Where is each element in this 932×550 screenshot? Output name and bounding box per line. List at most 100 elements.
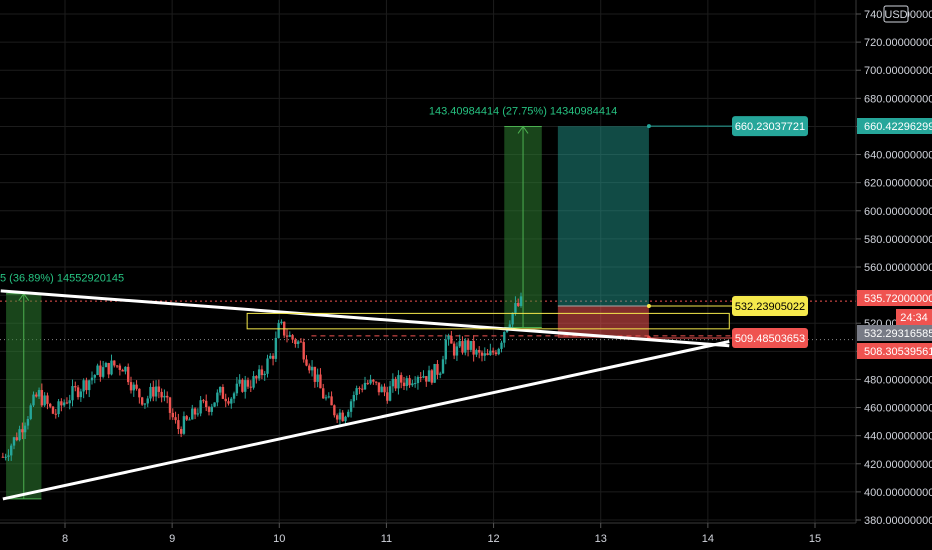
candle-body bbox=[372, 379, 375, 382]
candle-body bbox=[138, 388, 141, 398]
candle-body bbox=[260, 369, 264, 376]
candle-body bbox=[230, 398, 233, 404]
price-tag-bg bbox=[857, 325, 932, 341]
price-tag-bg bbox=[857, 343, 932, 359]
candle-body bbox=[511, 312, 514, 325]
candle-body bbox=[461, 341, 464, 353]
currency-badge-label: USD bbox=[884, 9, 907, 21]
candle-body bbox=[285, 335, 289, 337]
candle-body bbox=[271, 355, 275, 359]
price-axis-panel[interactable] bbox=[856, 0, 932, 550]
candle-body bbox=[177, 420, 180, 430]
candle-body bbox=[26, 418, 30, 426]
candle-body bbox=[349, 401, 353, 412]
candle-body bbox=[433, 364, 436, 383]
candle-body bbox=[207, 407, 211, 412]
position-entry-label: 532.23905022 bbox=[735, 301, 805, 313]
candle-body bbox=[455, 346, 459, 356]
candle-body bbox=[246, 380, 250, 387]
candle-body bbox=[163, 395, 166, 398]
candle-body bbox=[486, 353, 489, 356]
candle-body bbox=[104, 362, 108, 368]
candle-body bbox=[352, 395, 356, 402]
candle-body bbox=[127, 366, 130, 383]
y-tick-label: 580.00000000 bbox=[864, 234, 932, 246]
candle-body bbox=[366, 382, 369, 384]
price-tag-label: 508.30539561 bbox=[864, 346, 932, 358]
candle-body bbox=[386, 392, 389, 401]
range-box[interactable] bbox=[246, 312, 730, 330]
candle-body bbox=[452, 343, 456, 356]
y-tick-label: 460.00000000 bbox=[864, 403, 932, 415]
candle-body bbox=[113, 360, 116, 366]
support-range-box[interactable] bbox=[246, 312, 730, 330]
candle-body bbox=[79, 391, 83, 398]
candle-body bbox=[519, 296, 523, 306]
candle-body bbox=[32, 394, 35, 406]
candle-body bbox=[425, 376, 428, 382]
candle-body bbox=[466, 340, 470, 350]
candle-body bbox=[255, 376, 258, 379]
position-entry-label-bg bbox=[732, 296, 808, 317]
candle-body bbox=[118, 365, 122, 370]
candle-body bbox=[46, 395, 49, 404]
price-tag-label: 535.72000000 bbox=[864, 293, 932, 305]
candle-body bbox=[99, 365, 102, 377]
candle-body bbox=[157, 386, 161, 392]
candle-body bbox=[7, 455, 10, 457]
candle-body bbox=[464, 340, 467, 353]
candle-body bbox=[252, 376, 255, 388]
candle-body bbox=[294, 339, 297, 345]
candle-body bbox=[143, 403, 147, 405]
candle-body bbox=[355, 388, 358, 396]
candle-body bbox=[419, 377, 422, 379]
y-tick-label: 480.00000000 bbox=[864, 374, 932, 386]
candle-body bbox=[489, 350, 492, 356]
candle-body bbox=[88, 380, 91, 391]
candle-body bbox=[121, 369, 124, 372]
candle-body bbox=[185, 416, 188, 420]
y-tick-label: 640.00000000 bbox=[864, 150, 932, 162]
trendlines[interactable] bbox=[0, 289, 730, 501]
candle-body bbox=[35, 394, 38, 397]
candle-body bbox=[383, 386, 386, 393]
candle-body bbox=[218, 386, 222, 393]
candle-body bbox=[408, 378, 411, 386]
position-target-zone[interactable] bbox=[557, 126, 649, 307]
currency-badge[interactable]: USD bbox=[883, 5, 909, 23]
candle-body bbox=[514, 303, 517, 313]
candle-body bbox=[23, 425, 27, 433]
candle-body bbox=[377, 382, 381, 393]
candle-body bbox=[107, 362, 110, 375]
candle-body bbox=[202, 400, 205, 402]
candle-body bbox=[146, 398, 149, 404]
candle-body bbox=[43, 395, 46, 406]
candle-body bbox=[221, 386, 225, 399]
candle-body bbox=[191, 408, 194, 420]
candle-body bbox=[51, 406, 55, 414]
candle-body bbox=[447, 335, 450, 340]
candle-body bbox=[508, 324, 512, 328]
trendline-lower[interactable] bbox=[2, 340, 730, 501]
candle-body bbox=[338, 412, 342, 420]
candle-body bbox=[82, 380, 85, 392]
trendline-upper[interactable] bbox=[0, 289, 730, 348]
candle-body bbox=[21, 429, 24, 433]
candle-body bbox=[517, 303, 520, 306]
x-tick-label: 10 bbox=[273, 533, 285, 545]
candle-body bbox=[235, 383, 239, 394]
measure-label: 5 (36.89%) 14552920145 bbox=[0, 273, 124, 285]
candle-body bbox=[171, 412, 174, 418]
candle-body bbox=[263, 373, 266, 376]
long-position-tool[interactable] bbox=[557, 124, 732, 341]
candle-body bbox=[333, 405, 336, 416]
candle-body bbox=[149, 386, 152, 399]
candle-body bbox=[361, 388, 364, 390]
candle-body bbox=[335, 415, 339, 420]
candle-body bbox=[296, 341, 300, 345]
price-tags: 535.72000000 532.29316585 508.30539561 660.… bbox=[857, 118, 932, 359]
candle-body bbox=[60, 401, 63, 406]
price-tag-label: 532.29316585 bbox=[864, 328, 932, 340]
